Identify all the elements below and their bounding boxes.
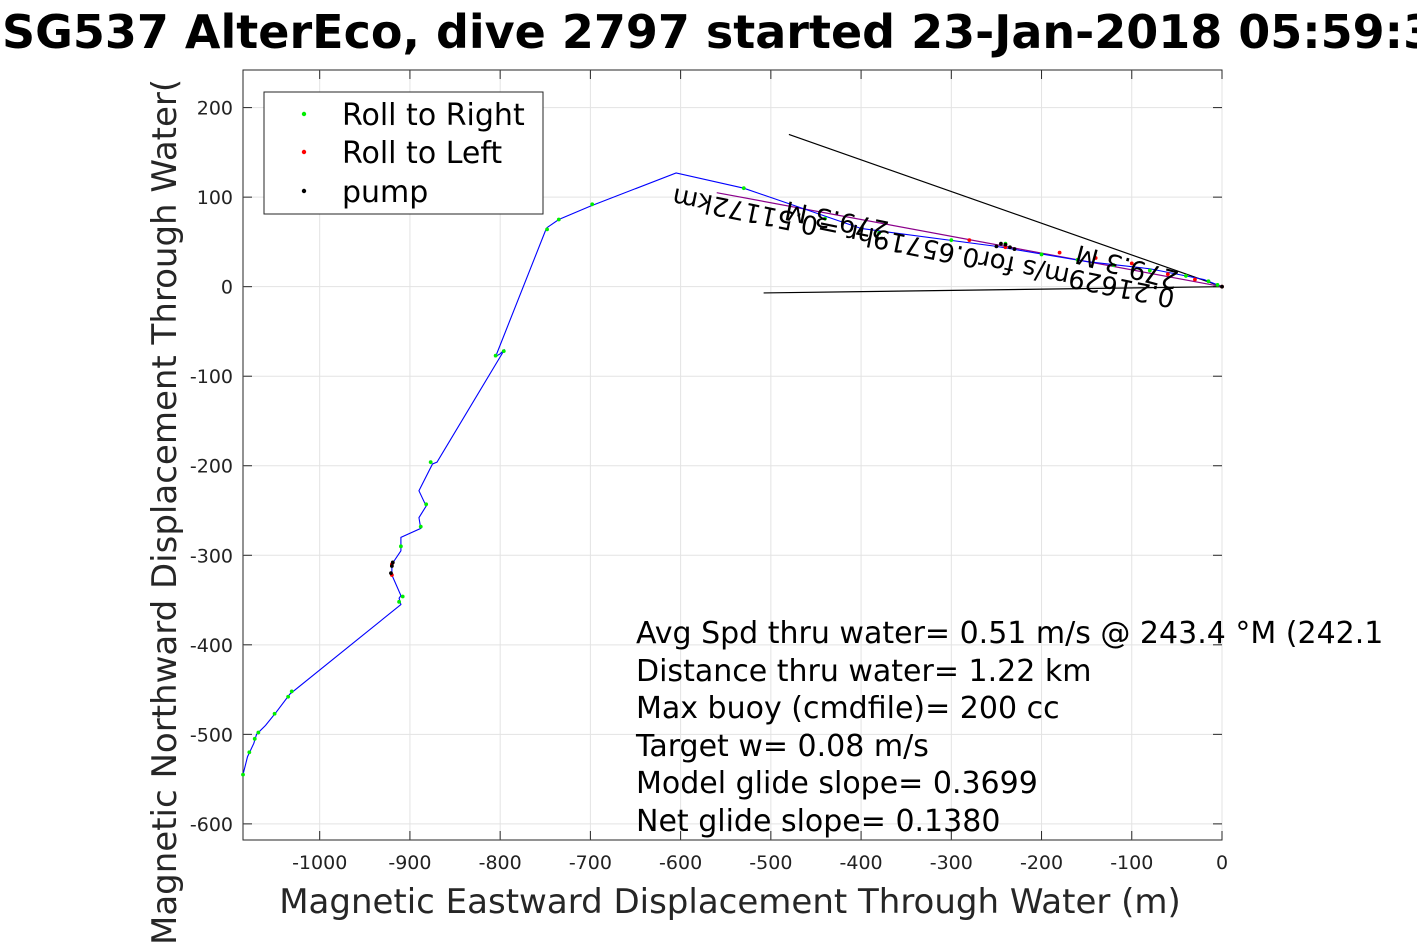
pump-point xyxy=(1220,284,1224,289)
roll-right-point xyxy=(286,694,291,699)
x-tick-label: -100 xyxy=(1110,852,1153,874)
roll-right-point xyxy=(252,736,257,741)
x-tick-label: -500 xyxy=(749,852,792,874)
reference-line xyxy=(763,286,1223,294)
pump-point xyxy=(389,571,393,576)
pump-point xyxy=(1008,245,1012,250)
roll-right-point xyxy=(247,750,252,755)
pump-point xyxy=(999,241,1003,246)
roll-right-point xyxy=(289,689,294,694)
y-tick-label: 200 xyxy=(197,98,233,120)
y-axis-label: Magnetic Northward Displacement Through … xyxy=(145,79,185,945)
pump-point xyxy=(389,564,394,568)
roll-right-point xyxy=(424,502,429,507)
legend-marker-roll-left xyxy=(301,149,307,155)
y-tick-label: 100 xyxy=(197,187,233,209)
roll-right-point xyxy=(501,349,506,354)
roll-left-point xyxy=(1193,277,1197,282)
stats-annotations: Avg Spd thru water= 0.51 m/s @ 243.4 °M … xyxy=(635,616,1383,839)
roll-right-point xyxy=(256,730,261,735)
legend-label-pump: pump xyxy=(342,175,428,210)
roll-right-point xyxy=(272,711,277,716)
y-axis-ticks: 200 100 0 -100 -200 -300 -400 -500 -600 xyxy=(190,98,1222,836)
y-tick-label: -400 xyxy=(190,635,233,657)
roll-left-point xyxy=(1093,256,1098,260)
roll-right-point xyxy=(1039,252,1044,257)
pump-point xyxy=(1012,247,1017,251)
legend: Roll to Right Roll to Left pump xyxy=(263,91,544,215)
roll-left-point xyxy=(1165,272,1170,277)
x-tick-label: -700 xyxy=(569,852,612,874)
x-tick-label: -800 xyxy=(479,852,522,874)
roll-right-point xyxy=(1075,257,1080,262)
pump-point xyxy=(1003,242,1008,247)
stat-target-w: Target w= 0.08 m/s xyxy=(635,729,929,764)
x-tick-label: 0 xyxy=(1216,852,1228,874)
chart-title: SG537 AlterEco, dive 2797 started 23-Jan… xyxy=(2,5,1417,59)
x-tick-label: -900 xyxy=(388,852,431,874)
stat-avg-speed: Avg Spd thru water= 0.51 m/s @ 243.4 °M … xyxy=(636,616,1383,651)
y-tick-label: -300 xyxy=(190,545,233,567)
roll-right-point xyxy=(1206,279,1211,284)
roll-left-point xyxy=(967,238,972,243)
pump-point xyxy=(994,244,999,249)
pump-point xyxy=(390,560,395,565)
roll-right-point xyxy=(400,594,405,599)
point-series xyxy=(241,186,1224,777)
roll-right-point xyxy=(418,524,423,529)
y-tick-label: -200 xyxy=(190,456,233,478)
x-tick-label: -300 xyxy=(930,852,973,874)
legend-label-roll-left: Roll to Left xyxy=(342,136,502,171)
roll-right-point xyxy=(241,772,245,777)
x-tick-label: -600 xyxy=(659,852,702,874)
x-axis-ticks: -1000 -900 -800 -700 -600 -500 -400 -300 -200 -10… xyxy=(292,70,1228,874)
stat-max-buoy: Max buoy (cmdfile)= 200 cc xyxy=(636,691,1060,726)
x-tick-label: -400 xyxy=(840,852,883,874)
y-tick-label: -500 xyxy=(190,724,233,746)
y-tick-label: -600 xyxy=(190,814,233,836)
y-tick-label: -100 xyxy=(190,366,233,388)
y-tick-label: 0 xyxy=(221,277,233,299)
roll-right-point xyxy=(493,353,498,358)
roll-right-point xyxy=(1111,263,1116,268)
stat-net-glide: Net glide slope= 0.1380 xyxy=(636,804,1000,839)
grid xyxy=(243,70,1223,840)
roll-left-point xyxy=(1003,245,1008,250)
x-axis-label: Magnetic Eastward Displacement Through W… xyxy=(279,882,1181,922)
roll-right-point xyxy=(877,231,882,235)
roll-left-point xyxy=(1129,261,1134,266)
x-tick-label: -1000 xyxy=(292,852,347,874)
legend-marker-pump xyxy=(301,188,307,194)
roll-right-point xyxy=(590,202,595,207)
roll-right-point xyxy=(1215,282,1220,287)
reference-line xyxy=(788,133,1223,288)
roll-right-point xyxy=(823,216,827,221)
x-tick-label: -200 xyxy=(1020,852,1063,874)
roll-right-point xyxy=(399,544,403,549)
legend-label-roll-right: Roll to Right xyxy=(342,98,525,133)
roll-right-point xyxy=(545,227,549,232)
roll-right-point xyxy=(556,217,561,222)
roll-right-point xyxy=(1147,268,1152,273)
roll-right-point xyxy=(428,460,433,465)
stat-model-glide: Model glide slope= 0.3699 xyxy=(636,766,1038,801)
stat-distance: Distance thru water= 1.22 km xyxy=(636,654,1091,689)
roll-left-point xyxy=(1057,250,1062,255)
roll-right-point xyxy=(397,599,401,604)
legend-box xyxy=(263,91,544,215)
roll-right-point xyxy=(949,238,954,243)
legend-marker-roll-right xyxy=(301,111,307,117)
roll-right-point xyxy=(1184,274,1188,278)
roll-right-point xyxy=(741,186,746,191)
